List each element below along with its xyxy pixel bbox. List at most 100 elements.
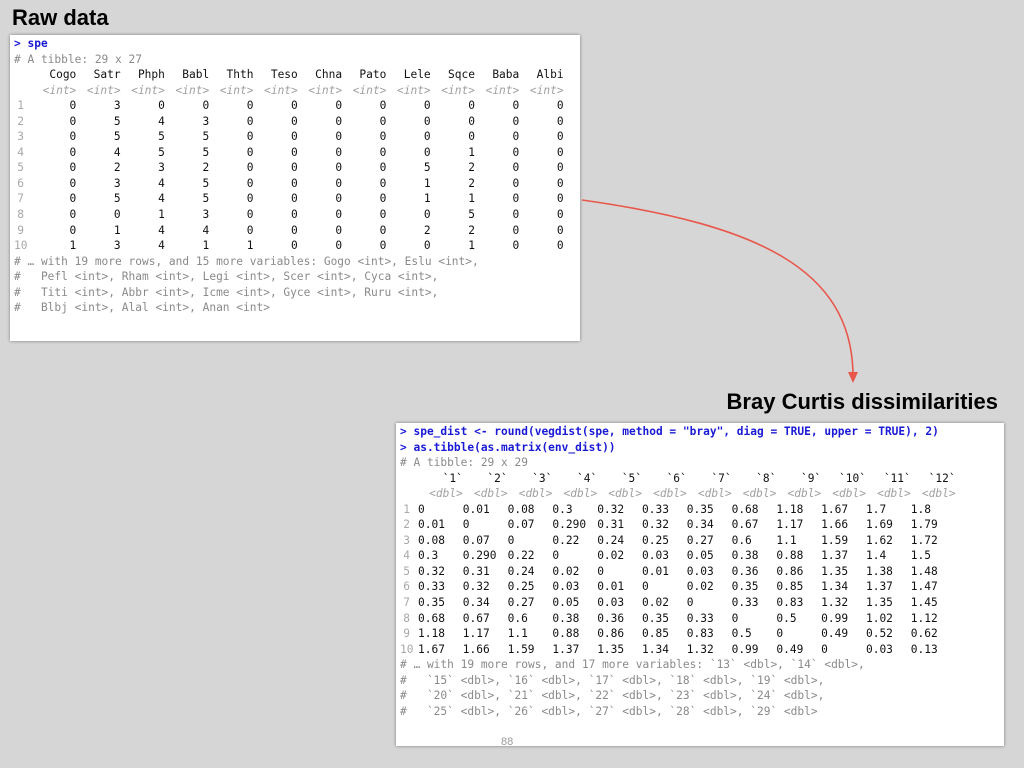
- table-cell: 0: [69, 130, 77, 144]
- footer-line: # `25` <dbl>, `26` <dbl>, `27` <dbl>, `2…: [400, 704, 818, 718]
- table-cell: 0: [246, 130, 254, 144]
- dissimilarity-console: > spe_dist <- round(vegdist(spe, method …: [396, 423, 1004, 746]
- table-cell: 0: [335, 161, 343, 175]
- row-number: 4: [17, 145, 24, 159]
- table-cell: 0.33: [731, 596, 759, 610]
- table-cell: 0.32: [641, 518, 669, 532]
- table-cell: 0.32: [597, 502, 625, 516]
- table-cell: 0.290: [462, 549, 497, 563]
- table-cell: 0: [202, 99, 210, 113]
- table-cell: 0: [512, 223, 520, 237]
- column-header: Satr: [93, 68, 121, 82]
- table-cell: 0: [246, 114, 254, 128]
- table-cell: 0: [379, 223, 387, 237]
- table-cell: 0.99: [821, 611, 849, 625]
- table-cell: 0.27: [686, 533, 714, 547]
- footer-line: # Pefl <int>, Rham <int>, Legi <int>, Sc…: [14, 270, 439, 284]
- table-cell: 0: [512, 114, 520, 128]
- table-cell: 0: [423, 145, 431, 159]
- table-cell: 2: [113, 161, 121, 175]
- table-cell: 1: [423, 176, 431, 190]
- table-cell: 0.03: [552, 580, 580, 594]
- table-cell: 1.69: [865, 518, 893, 532]
- table-cell: 0: [597, 564, 604, 578]
- table-row: 4 0 4 5 5 0 0 0 0 0 1 0 0: [14, 145, 580, 161]
- table-cell: 0.68: [418, 611, 445, 625]
- column-header: `8`: [756, 471, 777, 485]
- table-cell: 0.85: [776, 580, 804, 594]
- column-header: Thth: [226, 68, 254, 82]
- footer-line: # Titi <int>, Abbr <int>, Icme <int>, Gy…: [14, 285, 439, 299]
- table-cell: 0: [556, 176, 564, 190]
- table-cell: 0.67: [462, 611, 490, 625]
- table-cell: 0: [418, 502, 425, 516]
- table-cell: 0.33: [418, 580, 445, 594]
- table-cell: 0.6: [731, 533, 752, 547]
- table-cell: 0: [158, 99, 165, 113]
- table-cell: 2: [423, 223, 431, 237]
- table-cell: 0.02: [552, 564, 580, 578]
- table-cell: 0: [462, 518, 470, 532]
- table-cell: 0: [291, 192, 298, 206]
- column-header: `3`: [532, 471, 553, 485]
- table-cell: 0.83: [776, 596, 804, 610]
- table-cell: 0.24: [597, 533, 625, 547]
- table-cell: 0: [512, 130, 520, 144]
- table-cell: 1.62: [865, 533, 893, 547]
- table-cell: 0.83: [686, 627, 714, 641]
- table-cell: 0.22: [552, 533, 580, 547]
- dist-command-1: > spe_dist <- round(vegdist(spe, method …: [400, 425, 939, 438]
- table-cell: 0: [379, 161, 387, 175]
- dist-table-body: 1 0 0.01 0.08 0.3 0.32 0.33 0.35 0.68 1.18 1.67 1.7…: [400, 502, 1004, 657]
- table-cell: 1.59: [821, 533, 849, 547]
- footer-line: # … with 19 more rows, and 17 more varia…: [400, 658, 865, 672]
- dist-tibble-info: # A tibble: 29 x 29: [400, 456, 528, 470]
- dist-footer: # … with 19 more rows, and 17 more varia…: [400, 657, 1004, 719]
- table-cell: 1.18: [418, 627, 445, 641]
- column-header: Teso: [270, 68, 298, 82]
- table-cell: 0: [556, 130, 564, 144]
- column-type: <dbl>: [742, 487, 777, 501]
- row-number: 6: [403, 580, 410, 594]
- column-type: <dbl>: [653, 487, 687, 501]
- table-cell: 1.34: [821, 580, 849, 594]
- column-type: <int>: [352, 83, 387, 97]
- table-cell: 3: [202, 114, 210, 128]
- table-cell: 0: [379, 99, 387, 113]
- table-cell: 1.79: [910, 518, 938, 532]
- page-number: 88: [501, 736, 514, 748]
- table-cell: 1.35: [597, 642, 625, 656]
- column-header: Sqce: [448, 68, 475, 82]
- arrow-curve: [581, 199, 854, 373]
- table-cell: 0.35: [418, 596, 445, 610]
- table-cell: 1: [468, 145, 475, 159]
- table-cell: 0: [69, 176, 77, 190]
- table-cell: 0.08: [507, 502, 535, 516]
- table-cell: 0: [423, 239, 431, 253]
- table-cell: 1.48: [910, 564, 938, 578]
- table-cell: 0: [423, 208, 431, 222]
- table-cell: 1.47: [910, 580, 938, 594]
- table-row: 9 0 1 4 4 0 0 0 0 2 2 0 0: [14, 223, 580, 239]
- table-cell: 5: [202, 176, 210, 190]
- table-cell: 0: [113, 208, 121, 222]
- table-cell: 1: [423, 192, 431, 206]
- table-cell: 0: [468, 114, 475, 128]
- row-number: 9: [403, 627, 410, 641]
- table-cell: 0.05: [552, 596, 580, 610]
- table-cell: 0.36: [597, 611, 625, 625]
- table-cell: 0.02: [597, 549, 625, 563]
- table-cell: 0.02: [641, 596, 669, 610]
- column-type: <int>: [86, 83, 121, 97]
- row-number: 10: [400, 642, 414, 656]
- column-type: <int>: [219, 83, 254, 97]
- table-cell: 0.32: [462, 580, 490, 594]
- table-row: 10 1.67 1.66 1.59 1.37 1.35 1.34 1.32 0.99 0.49 0 0…: [400, 642, 1004, 658]
- column-type: <int>: [131, 83, 165, 97]
- table-cell: 0: [379, 176, 387, 190]
- dist-column-header: `1` `2` `3` `4` `5` `6` `7` `8` `9` `10` `11` `12`: [400, 471, 1004, 487]
- table-cell: 0.290: [552, 518, 587, 532]
- table-cell: 4: [158, 192, 165, 206]
- table-cell: 1.67: [821, 502, 849, 516]
- table-cell: 0: [246, 223, 254, 237]
